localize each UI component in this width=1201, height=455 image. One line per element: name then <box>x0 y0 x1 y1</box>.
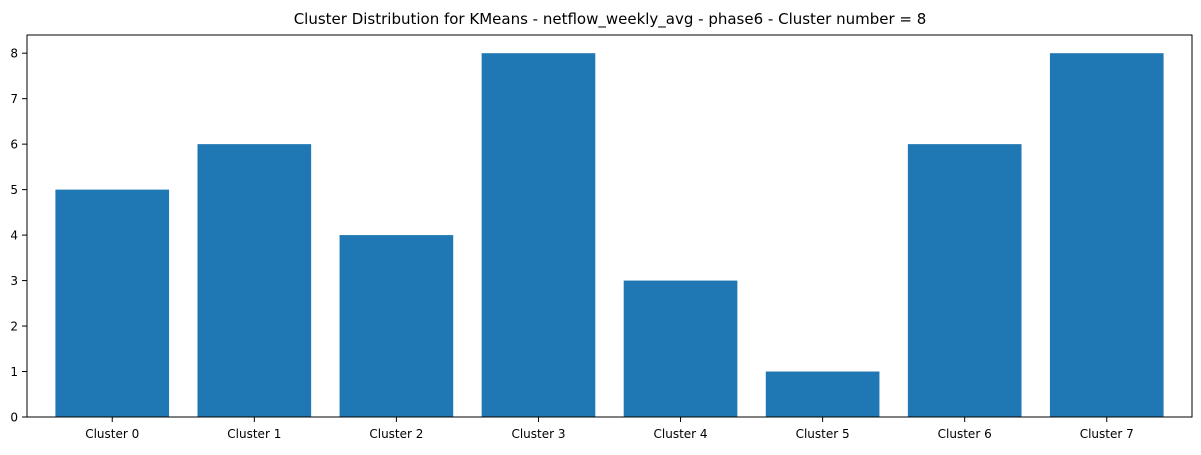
chart-title: Cluster Distribution for KMeans - netflo… <box>294 10 927 29</box>
bar-cluster-7 <box>1049 53 1164 417</box>
x-tick-label: Cluster 7 <box>1080 427 1134 441</box>
x-tick-label: Cluster 0 <box>85 427 139 441</box>
y-tick-label: 3 <box>10 274 18 288</box>
x-tick-label: Cluster 3 <box>511 427 565 441</box>
axes-layer: 0 1 2 3 4 5 6 7 8 Cluster 0 Cluster 1 Cluster 2 Clus… <box>10 34 1193 441</box>
y-tick-label: 0 <box>10 411 18 425</box>
bar-cluster-1 <box>197 144 312 417</box>
x-tick-label: Cluster 6 <box>938 427 992 441</box>
y-tick-label: 8 <box>10 47 18 61</box>
plot-frame <box>26 34 1193 418</box>
bar-cluster-5 <box>765 371 880 417</box>
bars-layer <box>55 53 1164 417</box>
bar-cluster-4 <box>623 280 738 417</box>
y-tick-label: 5 <box>10 183 18 197</box>
y-tick-label: 7 <box>10 92 18 106</box>
y-tick-label: 4 <box>10 229 18 243</box>
y-tick-label: 1 <box>10 365 18 379</box>
bar-cluster-2 <box>339 235 454 417</box>
bar-cluster-6 <box>907 144 1022 417</box>
bar-cluster-3 <box>481 53 596 417</box>
bar-cluster-0 <box>55 189 170 417</box>
y-tick-label: 6 <box>10 138 18 152</box>
y-tick-label: 2 <box>10 320 18 334</box>
x-tick-label: Cluster 5 <box>796 427 850 441</box>
x-tick-label: Cluster 2 <box>369 427 423 441</box>
x-tick-label: Cluster 4 <box>654 427 708 441</box>
x-tick-label: Cluster 1 <box>227 427 281 441</box>
